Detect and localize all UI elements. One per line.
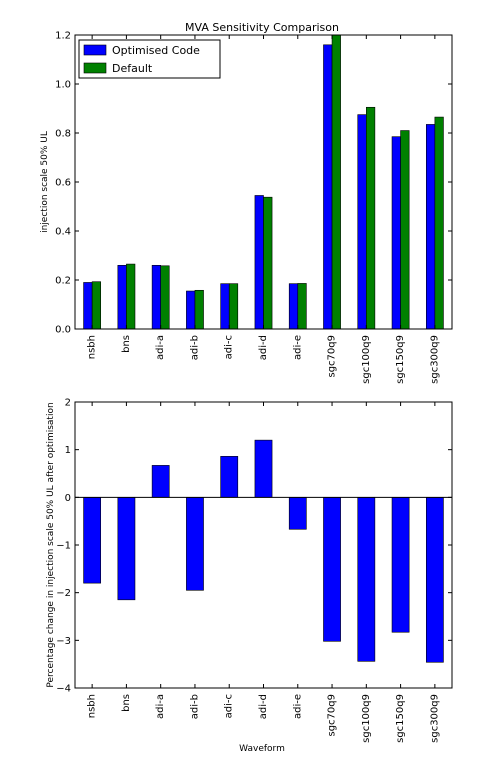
x-tick-label-adi-c: adi-c [224, 694, 235, 718]
bar-optimised-code-sgc100q9 [358, 115, 367, 329]
x-axis-label: Waveform [239, 744, 285, 754]
bar-optimised-code-adi-d [255, 195, 264, 329]
y-tick-label: 0.2 [55, 276, 71, 287]
bar-optimised-code-adi-b [186, 291, 195, 329]
y-tick-label: 0.6 [55, 178, 71, 189]
bar-optimised-code-bns [118, 265, 127, 329]
bar-default-sgc70q9 [332, 35, 341, 329]
legend-label-optimised-code: Optimised Code [112, 44, 200, 57]
bar-adi-c [221, 456, 238, 497]
bar-adi-e [289, 497, 306, 529]
y-tick-label: −1 [56, 541, 71, 552]
bar-default-sgc150q9 [401, 131, 410, 329]
x-tick-label-sgc100q9: sgc100q9 [361, 694, 372, 743]
bar-optimised-code-sgc70q9 [323, 45, 332, 329]
bar-optimised-code-adi-e [289, 284, 298, 329]
percentage-change-chart: Percentage change in injection scale 50%… [46, 398, 452, 755]
x-tick-label-adi-a: adi-a [155, 694, 166, 719]
legend-swatch-optimised-code [84, 45, 106, 55]
y-tick-label: 0.4 [55, 227, 71, 238]
bar-default-adi-a [161, 266, 170, 329]
x-tick-label-bns: bns [121, 694, 132, 712]
bar-default-bns [126, 264, 135, 329]
bar-optimised-code-nsbh [84, 282, 93, 329]
legend-swatch-default [84, 63, 106, 73]
bar-bns [118, 497, 135, 599]
y-tick-label: 1.0 [55, 80, 71, 91]
bar-default-adi-e [298, 283, 307, 329]
legend-label-default: Default [112, 62, 153, 75]
y-tick-label: 0.8 [55, 129, 71, 140]
legend: Optimised Code Default [79, 40, 220, 78]
bar-adi-a [152, 465, 169, 497]
bar-sgc70q9 [323, 497, 340, 641]
bar-sgc100q9 [358, 497, 375, 661]
x-tick-label-adi-c: adi-c [224, 335, 235, 359]
x-tick-label-bns: bns [121, 335, 132, 353]
x-tick-label-adi-d: adi-d [258, 335, 269, 360]
chart-title: MVA Sensitivity Comparison [185, 21, 339, 34]
bar-adi-b [186, 497, 203, 590]
x-tick-label-sgc300q9: sgc300q9 [429, 335, 440, 384]
y-tick-label: −4 [56, 684, 71, 695]
sensitivity-comparison-chart: MVA Sensitivity Comparison injection sca… [40, 21, 452, 384]
x-tick-label-sgc70q9: sgc70q9 [327, 694, 338, 737]
y-axis-label: Percentage change in injection scale 50%… [46, 402, 56, 687]
x-tick-label-adi-e: adi-e [292, 694, 303, 719]
y-tick-label: −2 [56, 588, 71, 599]
y-tick-label: 0.0 [55, 325, 71, 336]
x-tick-label-adi-e: adi-e [292, 335, 303, 360]
y-tick-label: 0 [65, 493, 71, 504]
bar-optimised-code-adi-c [221, 284, 230, 329]
x-tick-label-adi-a: adi-a [155, 335, 166, 360]
bar-default-adi-c [229, 284, 238, 329]
bar-optimised-code-sgc150q9 [392, 137, 401, 329]
bar-default-adi-d [264, 197, 273, 329]
x-tick-label-nsbh: nsbh [87, 694, 98, 718]
bar-group [84, 35, 444, 329]
y-tick-label: 1.2 [55, 31, 71, 42]
bar-optimised-code-sgc300q9 [426, 124, 435, 329]
y-axis-label: injection scale 50% UL [40, 131, 50, 233]
bar-group [84, 440, 444, 662]
x-tick-label-sgc150q9: sgc150q9 [395, 694, 406, 743]
bar-optimised-code-adi-a [152, 265, 161, 329]
bar-default-sgc300q9 [435, 117, 444, 329]
y-tick-label: −3 [56, 636, 71, 647]
x-tick-label-sgc100q9: sgc100q9 [361, 335, 372, 384]
x-tick-label-nsbh: nsbh [87, 335, 98, 359]
x-tick-label-adi-b: adi-b [189, 694, 200, 719]
bar-sgc150q9 [392, 497, 409, 632]
y-tick-label: 2 [65, 398, 71, 409]
bar-nsbh [84, 497, 101, 583]
bar-default-sgc100q9 [366, 107, 375, 329]
x-tick-label-adi-b: adi-b [189, 335, 200, 360]
bar-default-adi-b [195, 290, 204, 329]
bar-default-nsbh [92, 282, 101, 329]
x-tick-label-adi-d: adi-d [258, 694, 269, 719]
x-tick-label-sgc300q9: sgc300q9 [429, 694, 440, 743]
x-tick-label-sgc150q9: sgc150q9 [395, 335, 406, 384]
bar-adi-d [255, 440, 272, 497]
y-tick-label: 1 [65, 445, 71, 456]
x-tick-label-sgc70q9: sgc70q9 [327, 335, 338, 378]
bar-sgc300q9 [426, 497, 443, 662]
